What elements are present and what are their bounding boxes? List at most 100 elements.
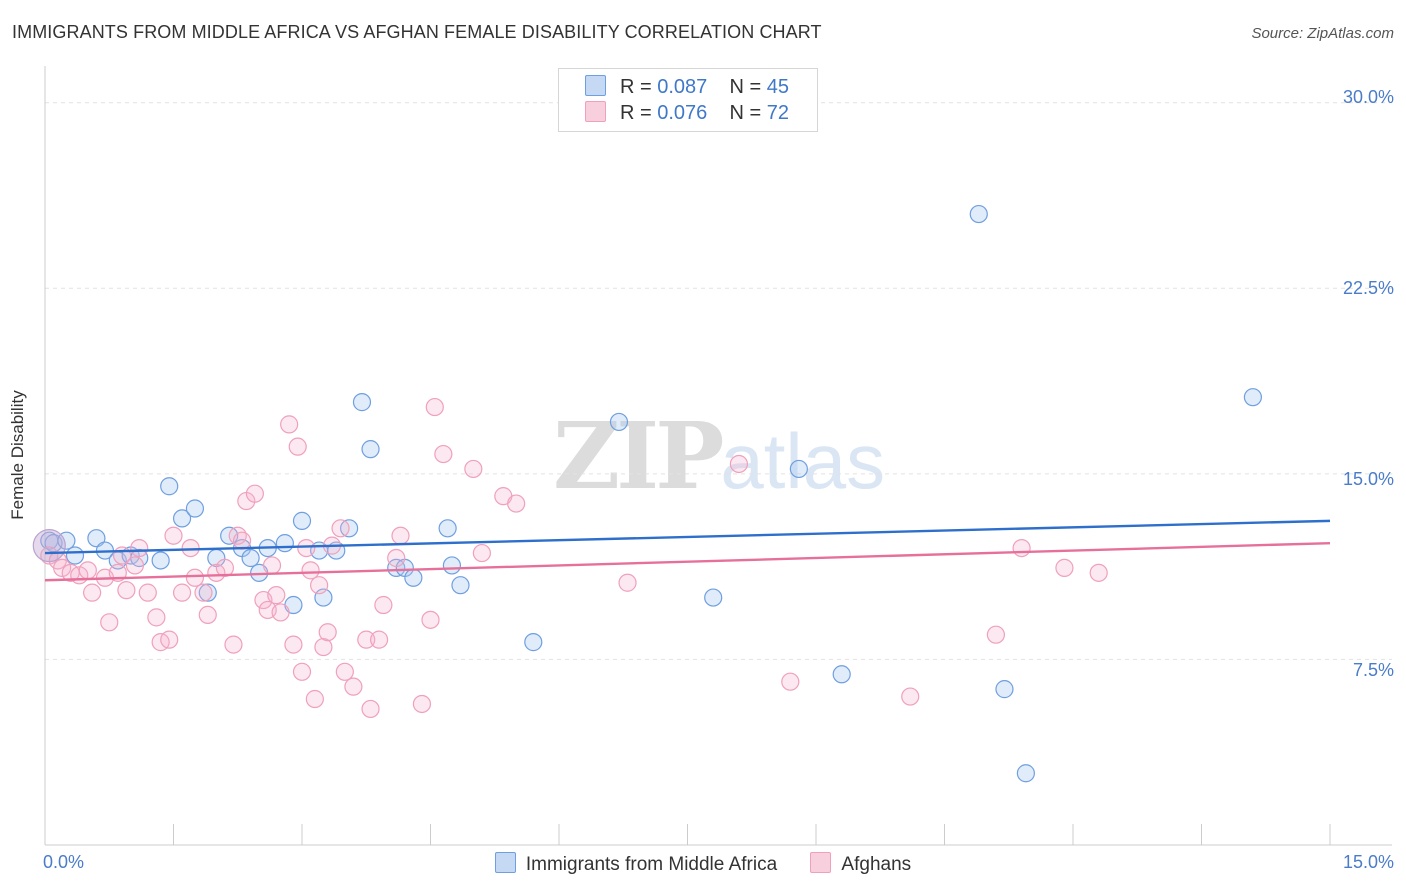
point-afghans: [472, 543, 491, 563]
point-middle-africa: [172, 509, 192, 528]
point-afghans: [100, 613, 119, 632]
point-middle-africa: [704, 588, 723, 607]
point-afghans: [198, 605, 217, 625]
point-afghans: [117, 581, 136, 600]
point-afghans: [618, 573, 637, 592]
point-middle-africa: [151, 551, 170, 570]
point-middle-africa: [65, 546, 85, 565]
legend-row-afghans: R = 0.076 N = 72: [585, 101, 789, 129]
point-afghans: [40, 546, 59, 565]
point-afghans: [901, 687, 920, 706]
legend-swatch-blue: [585, 75, 606, 96]
point-afghans: [361, 699, 380, 719]
point-afghans: [357, 630, 376, 649]
point-middle-africa: [241, 548, 260, 568]
point-afghans: [288, 437, 307, 456]
point-afghans: [412, 694, 432, 714]
series-swatch-blue: [494, 852, 516, 873]
point-afghans: [292, 662, 312, 681]
data-points: [32, 204, 1263, 783]
point-afghans: [297, 538, 316, 558]
point-middle-africa: [160, 477, 179, 496]
point-afghans: [986, 625, 1006, 644]
legend-r-value: 0.076: [657, 102, 708, 124]
point-middle-africa: [832, 665, 851, 684]
grid-lines: [45, 102, 1392, 660]
point-afghans: [83, 583, 102, 602]
point-middle-africa: [451, 576, 470, 595]
point-middle-africa: [969, 204, 988, 224]
point-afghans: [215, 558, 234, 577]
point-afghans: [78, 561, 97, 580]
watermark-zip: ZIP: [553, 402, 724, 510]
x-tick-label-0: 0.0%: [43, 852, 85, 872]
point-afghans: [271, 603, 290, 622]
point-afghans: [729, 454, 749, 474]
point-afghans: [344, 677, 363, 696]
point-afghans: [267, 586, 286, 605]
point-afghans: [391, 526, 410, 545]
point-middle-africa: [995, 680, 1014, 699]
point-afghans: [305, 689, 324, 709]
point-afghans: [310, 576, 329, 595]
point-middle-africa: [198, 583, 217, 602]
point-afghans: [172, 583, 192, 602]
axes: [44, 66, 1392, 846]
point-afghans: [1089, 563, 1108, 582]
point-middle-africa: [352, 393, 372, 412]
point-afghans: [245, 484, 264, 503]
legend-r-label: R =: [620, 102, 658, 124]
legend-swatch-pink: [585, 101, 606, 122]
legend-n-value: 72: [766, 102, 790, 124]
point-middle-africa: [275, 534, 294, 553]
point-afghans: [370, 630, 389, 649]
point-afghans: [207, 563, 226, 582]
y-axis-label: Female Disability: [8, 390, 28, 519]
point-afghans: [507, 494, 526, 513]
legend-n-label: N =: [729, 102, 767, 124]
point-afghans: [1055, 558, 1074, 577]
point-afghans: [280, 415, 299, 434]
legend-r-label: R =: [620, 76, 658, 98]
chart-source: Source: ZipAtlas.com: [1251, 25, 1394, 42]
point-middle-africa: [438, 519, 457, 538]
point-middle-africa: [524, 633, 543, 652]
point-afghans: [185, 568, 205, 587]
y-tick-label-7-5: 7.5%: [1352, 660, 1394, 680]
point-middle-africa: [1243, 388, 1263, 407]
point-middle-africa: [87, 529, 106, 548]
point-afghans: [147, 608, 166, 627]
point-afghans: [262, 556, 282, 575]
point-afghans: [53, 558, 72, 577]
series-legend-middle-africa: Immigrants from Middle Africa: [494, 852, 778, 876]
point-afghans: [284, 635, 303, 654]
legend-n-label: N =: [729, 76, 767, 98]
y-axis-label-text: Female Disability: [8, 390, 27, 520]
point-afghans: [138, 583, 157, 602]
point-afghans: [314, 637, 333, 657]
series-name-afghans: Afghans: [841, 854, 912, 875]
point-afghans: [335, 662, 354, 681]
point-afghans: [160, 630, 179, 649]
legend-r-value: 0.087: [657, 76, 708, 98]
point-middle-africa: [1016, 764, 1035, 783]
point-afghans: [374, 595, 393, 615]
point-afghans: [434, 444, 453, 464]
point-middle-africa: [442, 556, 462, 575]
point-middle-africa: [609, 412, 629, 432]
series-legend-afghans: Afghans: [810, 852, 911, 876]
y-tick-label-15: 15.0%: [1342, 469, 1394, 489]
point-middle-africa: [185, 499, 205, 518]
point-afghans: [301, 561, 320, 580]
trend-line-afghans: [44, 541, 1331, 582]
point-middle-africa: [789, 459, 808, 479]
series-name-middle-africa: Immigrants from Middle Africa: [525, 854, 778, 875]
point-afghans: [224, 635, 243, 654]
x-tick-label-15: 15.0%: [1342, 852, 1394, 872]
legend-n-value: 45: [766, 76, 790, 98]
point-afghans: [232, 531, 252, 550]
point-afghans: [318, 623, 337, 642]
point-afghans: [130, 538, 149, 558]
y-tick-label-22-5: 22.5%: [1342, 278, 1394, 298]
